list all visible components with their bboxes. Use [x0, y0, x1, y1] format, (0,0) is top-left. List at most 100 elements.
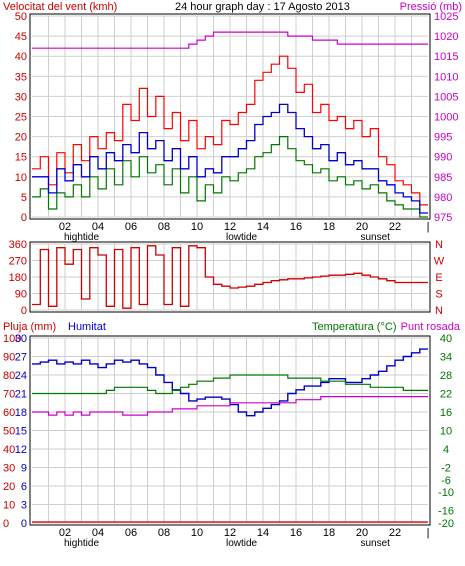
x-tick-label: 08	[158, 221, 170, 233]
wind-y-tick-label: 5	[21, 192, 27, 204]
pressure-y-tick-label: 1010	[434, 71, 458, 83]
rain-y-tick-label: 80	[3, 370, 15, 382]
rain-y-tick-label: 10	[3, 500, 15, 512]
rain-y-tick-label: 50	[3, 426, 15, 438]
humidity-y-tick-label: 21	[15, 389, 27, 401]
rain-y-tick-label: 100	[3, 333, 21, 345]
dewpoint-axis-label: Punt rosada	[401, 321, 461, 333]
series-direction-line	[32, 245, 428, 309]
x-tick-label: 04	[92, 527, 104, 539]
x-tick-label: 04	[92, 221, 104, 233]
compass-tick-label: N	[435, 239, 443, 251]
direction-y-tick-label: 0	[21, 305, 27, 317]
wind-speed-axis-label: Velocitat del vent (kmh)	[3, 1, 117, 13]
compass-tick-label: S	[435, 289, 442, 301]
direction-plot-frame	[29, 241, 431, 313]
series-punt_rosada-line	[32, 396, 428, 416]
direction-y-tick-label: 360	[9, 239, 27, 251]
x-tick-label: 16	[290, 221, 302, 233]
wind-y-tick-label: 20	[15, 132, 27, 144]
x-tick-label: 12	[224, 221, 236, 233]
wind-y-tick-label: 50	[15, 11, 27, 23]
pressure-axis-label: Pressió (mb)	[400, 1, 462, 13]
wind-y-tick-label: 10	[15, 172, 27, 184]
temperature-y-tick-label: -10	[438, 487, 454, 499]
humidity-y-tick-label: 3	[21, 500, 27, 512]
x-annotation-label: hightide	[64, 538, 99, 549]
pressure-y-tick-label: 990	[434, 152, 452, 164]
x-tick-label: 10	[191, 527, 203, 539]
temperature-y-tick-label: 10	[440, 426, 452, 438]
rain-y-tick-label: 60	[3, 407, 15, 419]
rain-y-tick-label: 0	[3, 518, 9, 530]
x-annotation-label: lowtide	[226, 232, 258, 243]
temperature-y-tick-label: 22	[440, 389, 452, 401]
temperature-y-tick-label: -6	[441, 475, 451, 487]
temperature-y-tick-label: 16	[440, 407, 452, 419]
humidity-plot-frame	[29, 335, 431, 526]
rain-y-tick-label: 90	[3, 352, 15, 364]
x-tick-label: 16	[290, 527, 302, 539]
pressure-y-tick-label: 985	[434, 172, 452, 184]
humidity-y-tick-label: 9	[21, 463, 27, 475]
humidity-y-tick-label: 30	[15, 333, 27, 345]
direction-y-tick-label: 90	[15, 289, 27, 301]
x-annotation-label: hightide	[64, 232, 99, 243]
pressure-y-tick-label: 1005	[434, 91, 458, 103]
humidity-axis-label: Humitat	[68, 321, 106, 333]
series-humitat-line	[32, 348, 428, 417]
x-tick-label: |	[427, 527, 430, 539]
rain-y-tick-label: 20	[3, 481, 15, 493]
pressure-y-tick-label: 975	[434, 212, 452, 224]
compass-tick-label: N	[435, 305, 443, 317]
temperature-y-tick-label: -20	[438, 518, 454, 530]
x-tick-label: |	[427, 221, 430, 233]
temperature-y-tick-label: -2	[441, 463, 451, 475]
x-tick-label: 02	[59, 221, 71, 233]
humidity-y-tick-label: 0	[21, 518, 27, 530]
x-tick-label: 20	[356, 527, 368, 539]
series-wind-line	[32, 136, 428, 218]
wind-y-tick-label: 25	[15, 112, 27, 124]
series-pressure-line	[32, 31, 428, 49]
series-gust-line	[32, 55, 428, 206]
temperature-y-tick-label: -16	[438, 506, 454, 518]
humidity-y-tick-label: 18	[15, 407, 27, 419]
series-avg-line	[32, 103, 428, 214]
wind-y-tick-label: 15	[15, 152, 27, 164]
temperature-y-tick-label: 34	[440, 352, 452, 364]
humidity-y-tick-label: 12	[15, 444, 27, 456]
x-tick-label: 10	[191, 221, 203, 233]
direction-y-tick-label: 180	[9, 272, 27, 284]
direction-y-tick-label: 270	[9, 256, 27, 268]
wind-pressure-panel: 0510152025303540455097598098599099510001…	[15, 11, 459, 243]
rain-axis-label: Pluja (mm)	[3, 321, 56, 333]
wind-plot-frame	[29, 13, 431, 220]
wind-y-tick-label: 40	[15, 51, 27, 63]
temperature-y-tick-label: 4	[443, 444, 449, 456]
x-tick-label: 12	[224, 527, 236, 539]
series-temperatura-line	[32, 374, 428, 395]
x-tick-label: 22	[389, 527, 401, 539]
wind-y-tick-label: 35	[15, 71, 27, 83]
x-tick-label: 18	[323, 527, 335, 539]
humidity-y-tick-label: 27	[15, 352, 27, 364]
temperature-y-tick-label: 28	[440, 370, 452, 382]
wind-y-tick-label: 30	[15, 91, 27, 103]
x-tick-label: 06	[125, 527, 137, 539]
pressure-y-tick-label: 1015	[434, 51, 458, 63]
temperature-y-tick-label: 40	[440, 333, 452, 345]
humidity-temperature-panel: 0102030405060708090100036912151821242730…	[3, 333, 454, 549]
temperature-axis-label: Temperatura (°C)	[312, 321, 396, 333]
x-annotation-label: sunset	[360, 538, 390, 549]
x-tick-label: 06	[125, 221, 137, 233]
pressure-y-tick-label: 1020	[434, 31, 458, 43]
pressure-y-tick-label: 1000	[434, 112, 458, 124]
x-tick-label: 14	[257, 527, 269, 539]
compass-tick-label: E	[435, 272, 442, 284]
compass-tick-label: W	[434, 256, 445, 268]
pressure-y-tick-label: 980	[434, 192, 452, 204]
x-tick-label: 20	[356, 221, 368, 233]
x-tick-label: 08	[158, 527, 170, 539]
